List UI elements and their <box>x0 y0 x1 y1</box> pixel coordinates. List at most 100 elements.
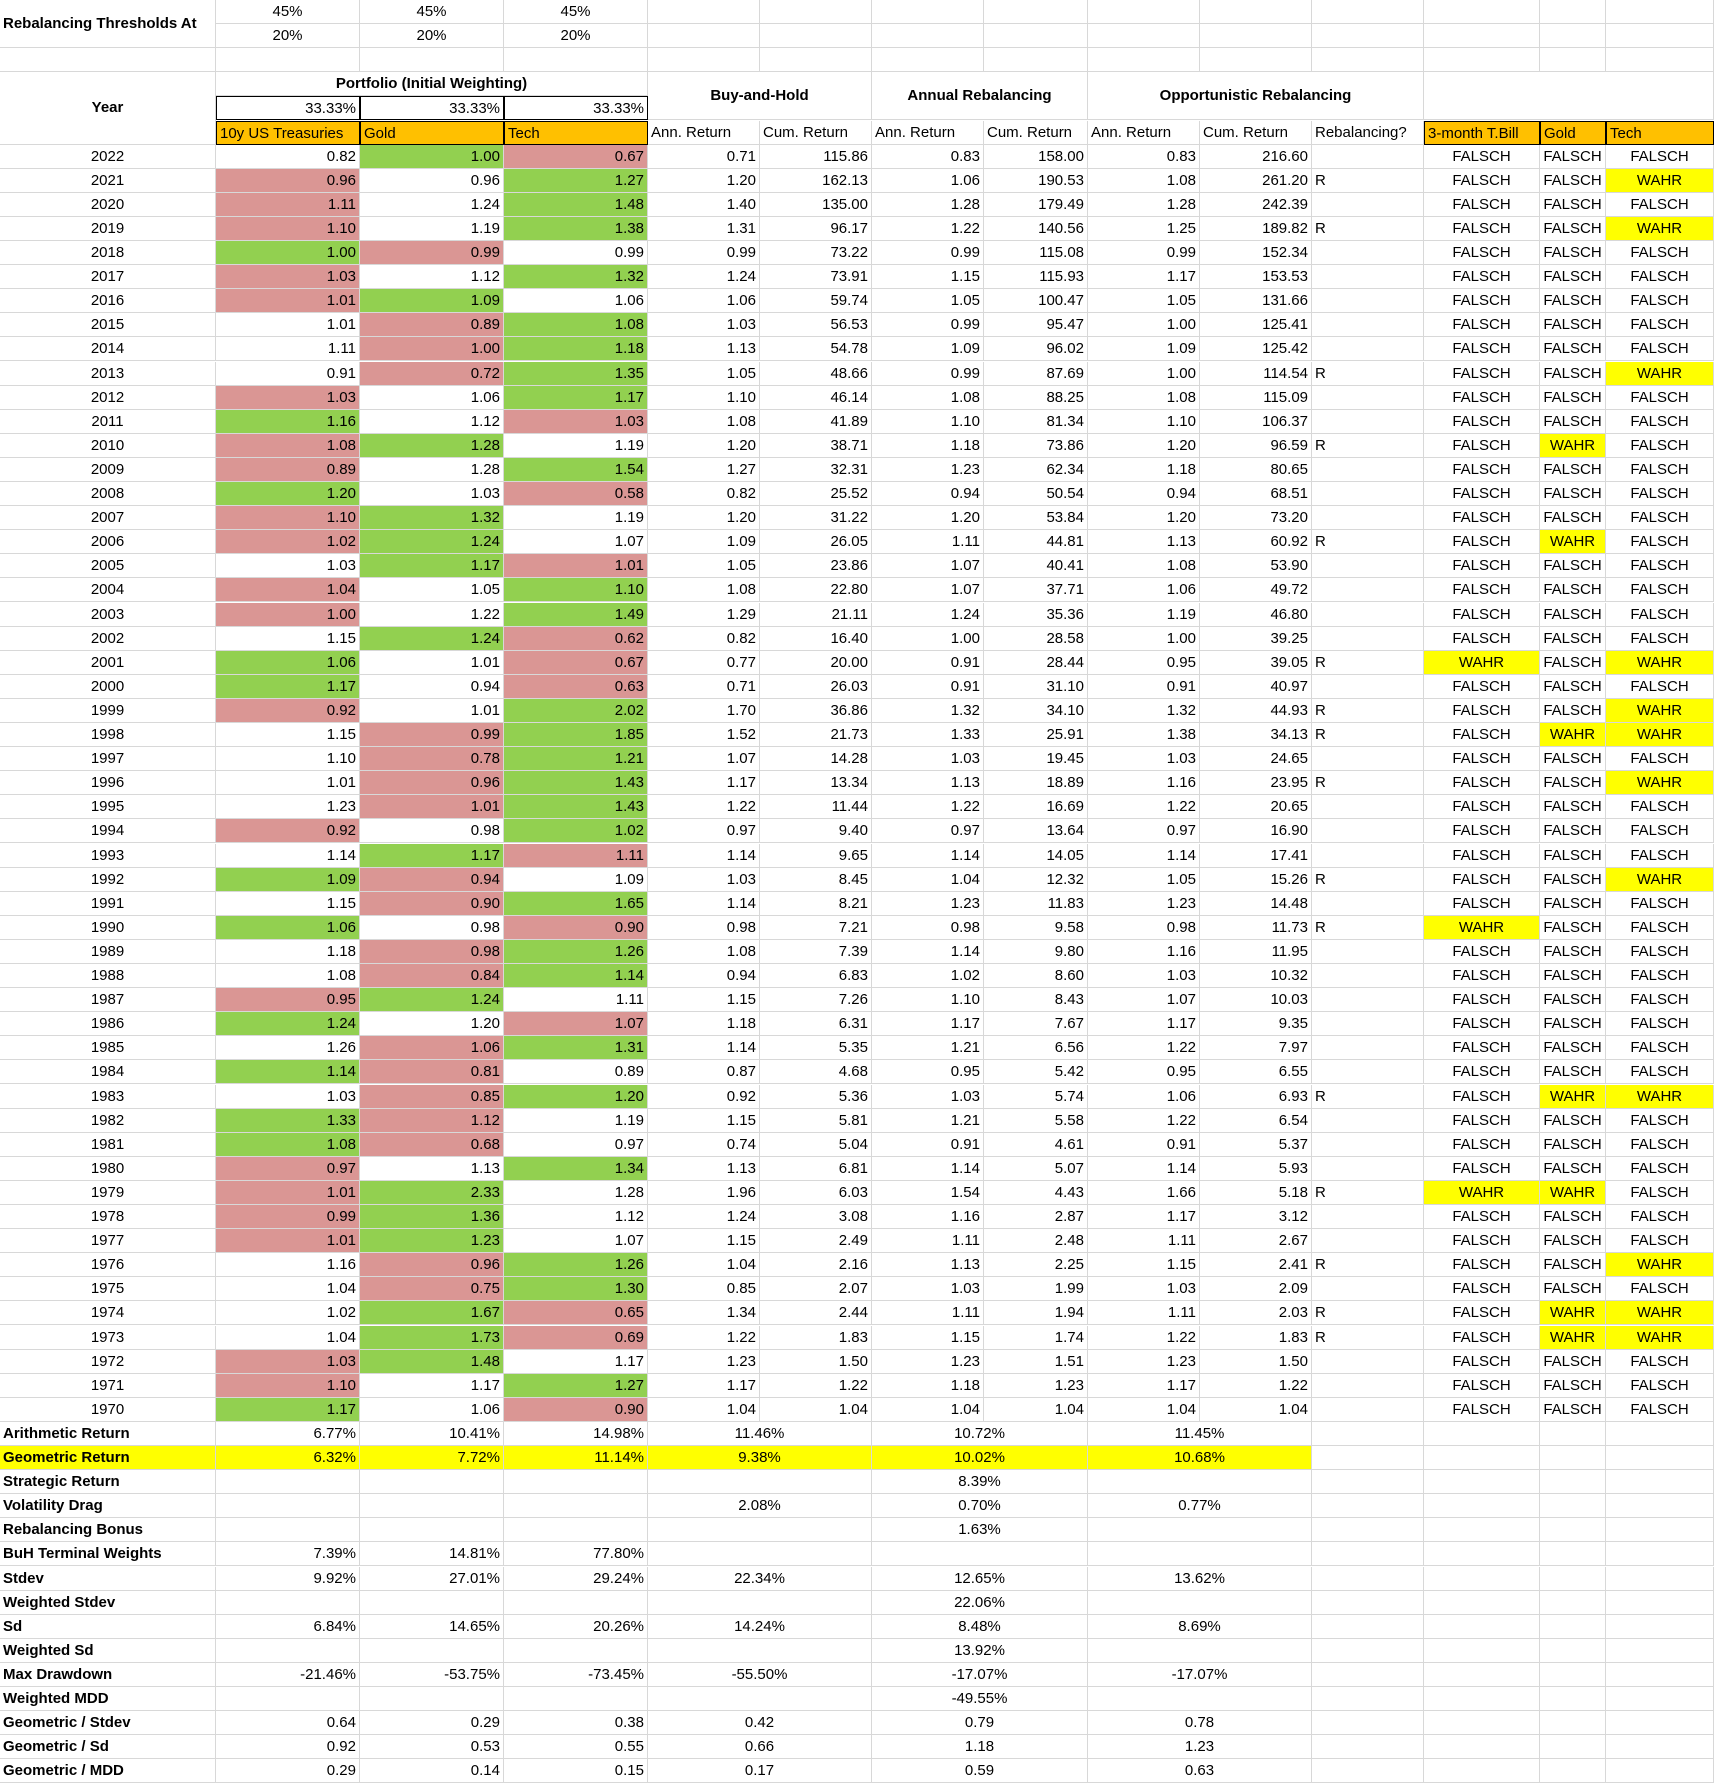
or-ann-return: 1.25 <box>1088 216 1200 241</box>
empty-cell <box>1200 48 1312 73</box>
empty-cell <box>1088 48 1200 73</box>
threshold-flag-cell: FALSCH <box>1606 457 1714 482</box>
empty-cell <box>1606 1735 1714 1760</box>
rebalance-flag: R <box>1312 867 1424 892</box>
asset-return-cell: 1.10 <box>216 1373 360 1398</box>
asset-return-cell: 1.24 <box>360 530 504 555</box>
bh-cum-return: 31.22 <box>760 506 872 531</box>
threshold-flag-cell: FALSCH <box>1540 939 1606 964</box>
or-cum-return: 20.65 <box>1200 795 1312 820</box>
ar-cum-return: 14.05 <box>984 843 1088 868</box>
asset-return-cell: 1.14 <box>216 843 360 868</box>
year-cell: 1978 <box>0 1205 216 1230</box>
stat-value <box>216 1638 360 1663</box>
threshold-flag-cell: FALSCH <box>1424 265 1540 290</box>
asset-return-cell: 1.03 <box>216 265 360 290</box>
stat-value: 0.14 <box>360 1759 504 1783</box>
asset-return-cell: 1.09 <box>360 289 504 314</box>
or-cum-return: 53.90 <box>1200 554 1312 579</box>
stat-label: Geometric Return <box>0 1446 216 1471</box>
or-cum-return: 6.55 <box>1200 1060 1312 1085</box>
bh-ann-return: 1.07 <box>648 747 760 772</box>
bh-cum-return: 16.40 <box>760 626 872 651</box>
asset-return-cell: 1.11 <box>504 988 648 1013</box>
threshold-flag-cell: WAHR <box>1606 1253 1714 1278</box>
bh-cum-return: 2.16 <box>760 1253 872 1278</box>
rebalance-flag <box>1312 506 1424 531</box>
stat-label: Arithmetic Return <box>0 1421 216 1446</box>
threshold-flag-cell: FALSCH <box>1606 1132 1714 1157</box>
stat-value: 0.38 <box>504 1711 648 1736</box>
threshold-flag-cell: FALSCH <box>1424 361 1540 386</box>
asset-return-cell: 0.98 <box>360 939 504 964</box>
stat-value: 0.66 <box>648 1735 872 1760</box>
asset-return-cell: 1.19 <box>504 506 648 531</box>
threshold-flag-cell: FALSCH <box>1424 1205 1540 1230</box>
stat-value: 8.48% <box>872 1614 1088 1639</box>
asset-return-cell: 0.67 <box>504 650 648 675</box>
rebalancing-header: Rebalancing? <box>1312 120 1424 145</box>
threshold-flag-cell: FALSCH <box>1606 1205 1714 1230</box>
asset-return-cell: 1.49 <box>504 602 648 627</box>
ar-cum-return: 19.45 <box>984 747 1088 772</box>
stat-value <box>872 1542 1088 1567</box>
ann-return-header: Ann. Return <box>1088 120 1200 145</box>
asset-return-cell: 0.94 <box>360 674 504 699</box>
stat-value <box>504 1590 648 1615</box>
or-cum-return: 216.60 <box>1200 144 1312 169</box>
asset-return-cell: 1.12 <box>360 265 504 290</box>
threshold-flag-cell: FALSCH <box>1606 530 1714 555</box>
ar-cum-return: 7.67 <box>984 1012 1088 1037</box>
ar-ann-return: 0.91 <box>872 674 984 699</box>
bh-cum-return: 14.28 <box>760 747 872 772</box>
ar-cum-return: 62.34 <box>984 457 1088 482</box>
or-ann-return: 1.04 <box>1088 1397 1200 1422</box>
asset-return-cell: 0.99 <box>504 241 648 266</box>
empty-cell <box>760 24 872 49</box>
or-ann-return: 1.17 <box>1088 1205 1200 1230</box>
ar-cum-return: 4.61 <box>984 1132 1088 1157</box>
ar-ann-return: 0.94 <box>872 482 984 507</box>
threshold-flag-cell: WAHR <box>1540 530 1606 555</box>
asset-return-cell: 1.07 <box>504 530 648 555</box>
rebalance-flag: R <box>1312 698 1424 723</box>
ar-cum-return: 88.25 <box>984 385 1088 410</box>
stat-value: 9.92% <box>216 1566 360 1591</box>
ar-cum-return: 115.08 <box>984 241 1088 266</box>
asset-return-cell: 0.81 <box>360 1060 504 1085</box>
empty-cell <box>1606 1494 1714 1519</box>
asset-return-cell: 1.06 <box>360 385 504 410</box>
empty-cell <box>1606 1614 1714 1639</box>
threshold-flag-cell: FALSCH <box>1540 771 1606 796</box>
stat-value: 7.39% <box>216 1542 360 1567</box>
asset-return-cell: 0.92 <box>216 819 360 844</box>
threshold-flag-cell: FALSCH <box>1540 674 1606 699</box>
threshold-flag-cell: FALSCH <box>1540 578 1606 603</box>
rebalance-flag <box>1312 1349 1424 1374</box>
threshold-upper: 45% <box>360 0 504 25</box>
stat-value: 7.72% <box>360 1446 504 1471</box>
flag-header-0: 3-month T.Bill <box>1424 120 1540 145</box>
bh-ann-return: 1.14 <box>648 891 760 916</box>
stat-value: 22.34% <box>648 1566 872 1591</box>
ar-cum-return: 190.53 <box>984 168 1088 193</box>
empty-cell <box>1312 1614 1424 1639</box>
ar-ann-return: 1.14 <box>872 843 984 868</box>
bh-cum-return: 7.21 <box>760 915 872 940</box>
bh-cum-return: 11.44 <box>760 795 872 820</box>
asset-return-cell: 1.10 <box>504 578 648 603</box>
year-cell: 2017 <box>0 265 216 290</box>
bh-cum-return: 32.31 <box>760 457 872 482</box>
stat-label: Weighted Sd <box>0 1638 216 1663</box>
threshold-lower: 20% <box>360 24 504 49</box>
asset-return-cell: 1.05 <box>360 578 504 603</box>
threshold-flag-cell: WAHR <box>1540 723 1606 748</box>
asset-return-cell: 1.17 <box>360 843 504 868</box>
bh-cum-return: 1.22 <box>760 1373 872 1398</box>
asset-return-cell: 0.63 <box>504 674 648 699</box>
or-ann-return: 0.91 <box>1088 674 1200 699</box>
threshold-flag-cell: FALSCH <box>1424 891 1540 916</box>
asset-return-cell: 1.17 <box>360 554 504 579</box>
bh-ann-return: 1.22 <box>648 795 760 820</box>
ar-ann-return: 1.10 <box>872 409 984 434</box>
